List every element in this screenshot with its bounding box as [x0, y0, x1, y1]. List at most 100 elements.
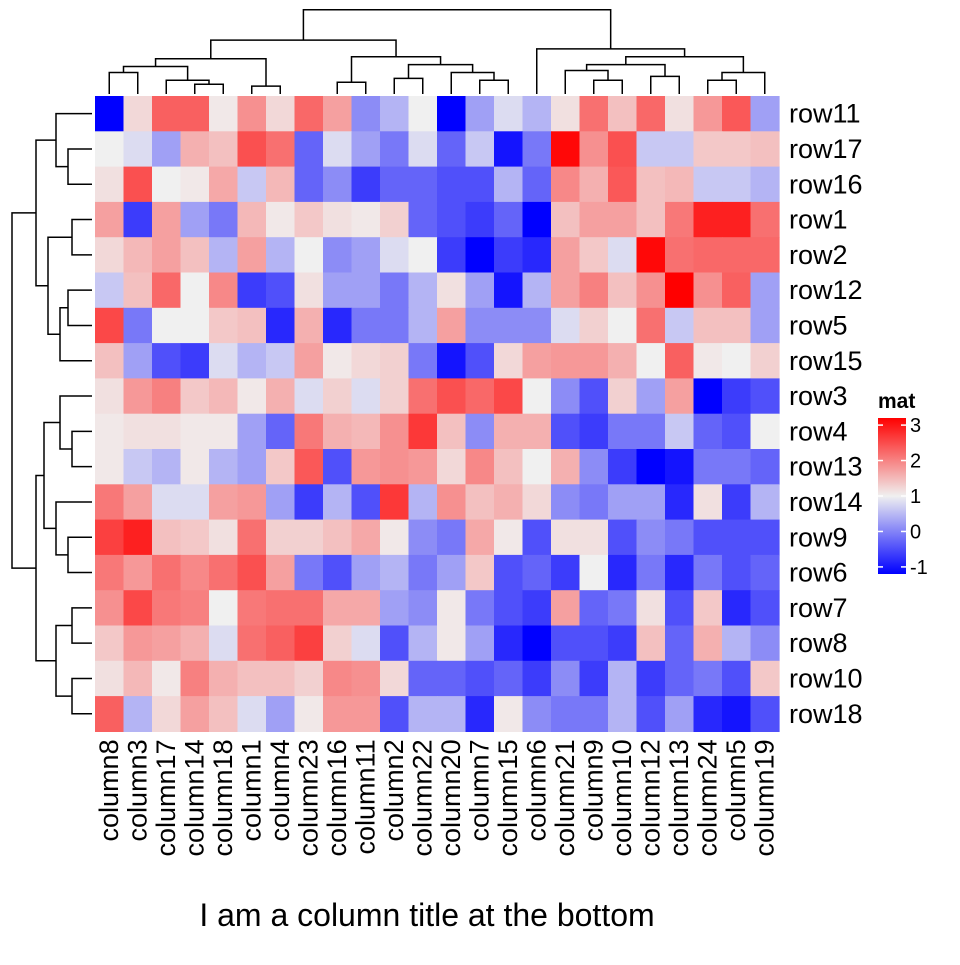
heatmap-cell: [465, 307, 495, 344]
column-dendrogram: [108, 8, 766, 94]
heatmap-cell: [351, 413, 381, 450]
heatmap-cell: [636, 131, 666, 168]
heatmap-cell: [209, 625, 239, 662]
heatmap-cell: [408, 625, 438, 662]
heatmap-cell: [465, 166, 495, 203]
heatmap-cell: [693, 519, 723, 556]
heatmap-cell: [665, 166, 695, 203]
heatmap-cell: [693, 307, 723, 344]
heatmap-cell: [693, 237, 723, 274]
heatmap-cell: [266, 201, 296, 238]
heatmap-cell: [323, 484, 353, 521]
heatmap-cell: [579, 625, 609, 662]
heatmap-cell: [494, 554, 524, 591]
heatmap-cell: [95, 590, 125, 627]
heatmap-cell: [437, 625, 467, 662]
heatmap-cell: [522, 96, 552, 132]
dendrogram-branch: [336, 81, 367, 94]
heatmap-cell: [237, 696, 267, 732]
dendrogram-branch: [393, 77, 424, 94]
heatmap-cell: [437, 484, 467, 521]
heatmap-cell: [180, 166, 210, 203]
heatmap-cell: [465, 131, 495, 168]
heatmap-cell: [693, 96, 723, 132]
heatmap-cell: [209, 413, 239, 450]
dendrogram-branch: [67, 536, 92, 574]
dendrogram-branch: [67, 148, 92, 185]
heatmap-cell: [95, 343, 125, 379]
column-label: column20: [436, 739, 466, 856]
column-label: column2: [379, 739, 409, 841]
dendrogram-branch: [593, 79, 623, 94]
heatmap-cell: [722, 201, 752, 238]
heatmap-cell: [437, 449, 467, 485]
heatmap-cell: [494, 660, 524, 697]
row-label: row2: [789, 240, 848, 270]
heatmap-cell: [380, 131, 410, 168]
row-label: row3: [789, 381, 848, 411]
heatmap-cell: [266, 660, 296, 697]
heatmap-cell: [665, 237, 695, 274]
heatmap-cell: [95, 484, 125, 521]
heatmap-cell: [579, 554, 609, 591]
heatmap-cell: [408, 237, 438, 274]
heatmap-cell: [722, 696, 752, 732]
heatmap-cell: [237, 413, 267, 450]
dendrogram-branch: [536, 48, 686, 94]
heatmap-cell: [408, 554, 438, 591]
heatmap-cell: [750, 554, 780, 591]
heatmap-cell: [152, 449, 182, 485]
heatmap-cell: [608, 378, 638, 415]
heatmap-cell: [465, 519, 495, 556]
heatmap-cell: [636, 96, 666, 132]
heatmap-cell: [494, 413, 524, 450]
heatmap-cell: [494, 590, 524, 627]
heatmap-cell: [665, 696, 695, 732]
column-label: column14: [180, 739, 210, 856]
dendrogram-branch: [450, 71, 495, 94]
heatmap-cell: [180, 272, 210, 309]
heatmap-cell: [750, 519, 780, 556]
dendrogram-branch: [67, 289, 92, 327]
heatmap-cell: [465, 237, 495, 274]
heatmap-cell: [437, 413, 467, 450]
heatmap-cell: [95, 307, 125, 344]
heatmap-cell: [266, 696, 296, 732]
heatmap-cell: [152, 96, 182, 132]
heatmap-cell: [152, 131, 182, 168]
heatmap-cell: [95, 449, 125, 485]
heatmap-cell: [579, 201, 609, 238]
heatmap-cell: [209, 696, 239, 732]
heatmap-cell: [465, 201, 495, 238]
heatmap-cell: [665, 131, 695, 168]
heatmap-cell: [522, 660, 552, 697]
heatmap-cell: [380, 237, 410, 274]
heatmap-cell: [323, 625, 353, 662]
heatmap-cell: [522, 449, 552, 485]
heatmap-cell: [380, 343, 410, 379]
heatmap-cell: [180, 554, 210, 591]
heatmap-cell: [95, 413, 125, 450]
heatmap-cell: [693, 696, 723, 732]
heatmap-cell: [408, 519, 438, 556]
heatmap-cell: [437, 237, 467, 274]
heatmap-cell: [380, 660, 410, 697]
heatmap-cell: [266, 307, 296, 344]
heatmap-cell: [722, 131, 752, 168]
heatmap-cell: [693, 343, 723, 379]
heatmap-cell: [95, 625, 125, 662]
column-label: column13: [664, 739, 694, 856]
heatmap-cell: [722, 590, 752, 627]
heatmap-cell: [351, 625, 381, 662]
dendrogram-branch: [407, 63, 474, 79]
dendrogram-branch: [194, 83, 224, 94]
heatmap-cell: [750, 96, 780, 132]
heatmap-cell: [351, 307, 381, 344]
column-label: column1: [237, 739, 267, 841]
heatmap-cell: [665, 378, 695, 415]
row-label: row15: [789, 346, 863, 376]
heatmap-cell: [437, 272, 467, 309]
dendrogram-branch: [11, 212, 36, 569]
heatmap-cell: [294, 201, 324, 238]
heatmap-cell: [437, 201, 467, 238]
